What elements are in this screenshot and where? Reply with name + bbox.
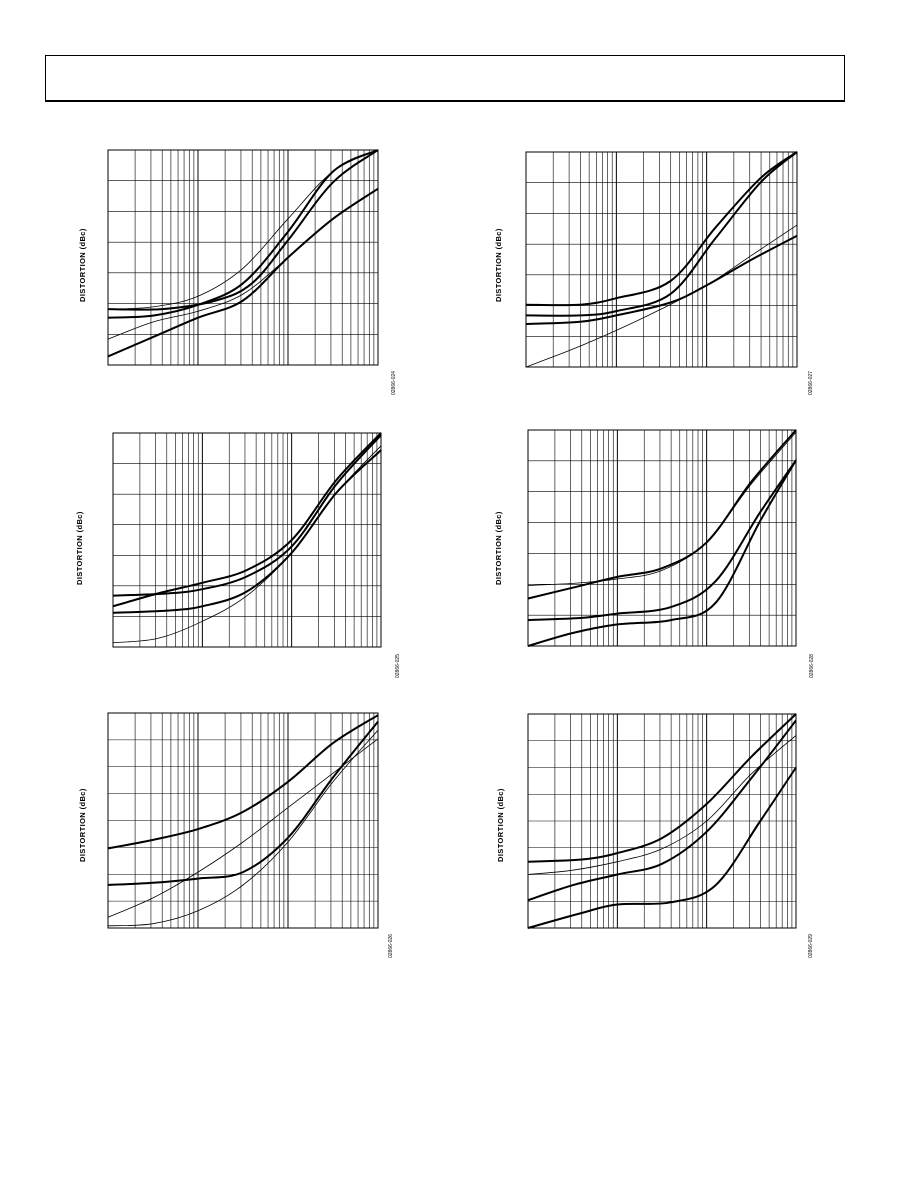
plot-frame <box>527 429 797 647</box>
chart-grid <box>107 149 379 366</box>
chart-2-plot <box>525 151 798 368</box>
chart-grid <box>107 712 379 929</box>
series-line-1 <box>525 151 798 307</box>
series-line-4 <box>112 445 382 644</box>
series-line-2 <box>525 151 798 317</box>
page-header-box <box>45 55 845 102</box>
chart-5-plot <box>107 712 379 929</box>
series-line-3 <box>527 459 797 622</box>
chart-5-figure-id: 02866-026 <box>388 934 394 958</box>
series-line-3 <box>527 719 797 902</box>
series-line-3 <box>525 234 798 325</box>
chart-4-ylabel: DISTORTION (dBc) <box>494 511 503 585</box>
series-line-2 <box>112 434 382 597</box>
chart-6-figure-id: 02866-029 <box>808 934 814 958</box>
chart-3-plot <box>112 432 382 648</box>
series-line-2 <box>107 720 379 886</box>
series-line-1 <box>527 429 797 600</box>
chart-2 <box>525 151 798 368</box>
chart-2-figure-id: 02866-027 <box>808 371 814 395</box>
series-line-1 <box>112 432 382 608</box>
plot-frame <box>107 149 379 366</box>
series-line-1 <box>107 149 379 319</box>
chart-5 <box>107 712 379 929</box>
series-line-3 <box>107 738 379 918</box>
chart-4-plot <box>527 429 797 647</box>
series-line-4 <box>107 187 379 358</box>
chart-6-plot <box>527 713 797 929</box>
chart-5-ylabel: DISTORTION (dBc) <box>78 788 87 862</box>
chart-4 <box>527 429 797 647</box>
series-line-4 <box>527 766 797 929</box>
plot-frame <box>525 151 798 368</box>
series-line-4 <box>527 459 797 647</box>
chart-4-figure-id: 02866-028 <box>809 654 815 678</box>
chart-2-ylabel: DISTORTION (dBc) <box>494 228 503 302</box>
plot-frame <box>107 712 379 929</box>
chart-6-ylabel: DISTORTION (dBc) <box>496 788 505 862</box>
series-line-5 <box>107 188 379 340</box>
series-line-2 <box>527 735 797 875</box>
series-line-2 <box>527 431 797 586</box>
series-line-3 <box>107 149 379 310</box>
series-line-4 <box>107 729 379 927</box>
series-line-4 <box>525 224 798 368</box>
series-line-2 <box>107 149 379 311</box>
chart-3 <box>112 432 382 648</box>
chart-3-ylabel: DISTORTION (dBc) <box>75 511 84 585</box>
chart-grid <box>527 713 797 929</box>
series-line-1 <box>527 713 797 863</box>
chart-1-plot <box>107 149 379 366</box>
plot-frame <box>112 432 382 648</box>
chart-6 <box>527 713 797 929</box>
chart-1-ylabel: DISTORTION (dBc) <box>78 228 87 302</box>
chart-3-figure-id: 02866-025 <box>395 654 401 678</box>
series-line-1 <box>107 714 379 850</box>
plot-frame <box>527 713 797 929</box>
chart-1-figure-id: 02866-024 <box>391 371 397 395</box>
chart-grid <box>527 429 797 647</box>
chart-grid <box>525 151 798 368</box>
chart-grid <box>112 432 382 648</box>
chart-1 <box>107 149 379 366</box>
